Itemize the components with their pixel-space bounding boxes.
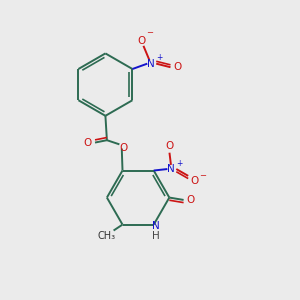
Text: O: O xyxy=(84,138,92,148)
Text: +: + xyxy=(176,159,182,168)
Text: CH₃: CH₃ xyxy=(97,231,115,241)
Text: O: O xyxy=(173,62,182,72)
Text: O: O xyxy=(165,141,174,151)
Text: +: + xyxy=(156,52,162,62)
Text: N: N xyxy=(152,221,159,231)
Text: O: O xyxy=(190,176,199,186)
Text: H: H xyxy=(152,231,159,241)
Text: N: N xyxy=(167,164,175,174)
Text: O: O xyxy=(120,143,128,153)
Text: O: O xyxy=(187,195,195,205)
Text: O: O xyxy=(137,36,145,46)
Text: N: N xyxy=(147,59,155,69)
Text: −: − xyxy=(146,28,154,38)
Text: −: − xyxy=(200,171,207,180)
